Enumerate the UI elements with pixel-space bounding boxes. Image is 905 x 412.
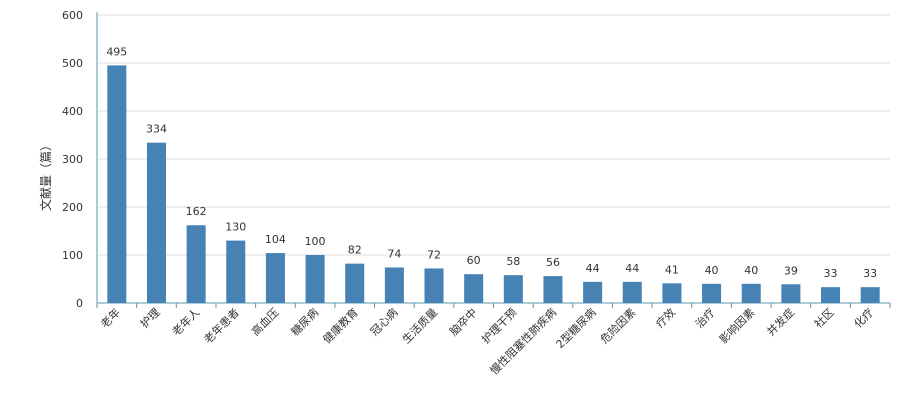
bar xyxy=(860,287,880,303)
bar xyxy=(583,281,603,303)
value-label: 41 xyxy=(665,263,679,276)
bar xyxy=(622,281,642,303)
x-tick-label: 冠心病 xyxy=(367,305,400,338)
x-tick-label: 社区 xyxy=(811,305,836,330)
bar xyxy=(186,225,206,303)
x-tick-label: 脑卒中 xyxy=(447,305,480,338)
bar xyxy=(464,274,484,303)
x-tick-label: 危险因素 xyxy=(597,305,638,346)
value-label: 40 xyxy=(744,264,758,277)
bar xyxy=(781,284,801,303)
value-label: 104 xyxy=(265,233,286,246)
x-tick-label: 并发症 xyxy=(764,305,797,338)
value-label: 495 xyxy=(106,45,127,58)
value-label: 56 xyxy=(546,256,560,269)
x-tick-label: 护理 xyxy=(137,305,162,330)
bar xyxy=(821,287,841,303)
bar xyxy=(741,283,761,303)
bar xyxy=(662,283,682,303)
bar xyxy=(146,142,166,303)
x-tick-label: 疗效 xyxy=(653,305,678,330)
x-tick-label: 健康教育 xyxy=(320,305,361,346)
x-tick-label: 老年人 xyxy=(169,305,202,338)
y-tick-label: 300 xyxy=(62,153,83,166)
y-tick-label: 100 xyxy=(62,249,83,262)
y-tick-label: 500 xyxy=(62,57,83,70)
x-tick-label: 老年患者 xyxy=(201,305,242,346)
bar xyxy=(543,276,563,303)
value-label: 39 xyxy=(784,264,798,277)
x-tick-label: 2型糖尿病 xyxy=(553,305,599,351)
value-label: 334 xyxy=(146,123,167,136)
y-tick-label: 600 xyxy=(62,9,83,22)
x-tick-label: 护理干预 xyxy=(478,305,519,346)
x-tick-label: 治疗 xyxy=(692,305,717,330)
value-label: 44 xyxy=(586,262,600,275)
value-label: 33 xyxy=(863,267,877,280)
bar xyxy=(305,255,325,303)
bar xyxy=(503,275,523,303)
x-tick-label: 影响因素 xyxy=(717,306,757,346)
value-label: 130 xyxy=(225,221,246,234)
value-label: 40 xyxy=(705,264,719,277)
x-tick-label: 糖尿病 xyxy=(288,305,321,338)
bar xyxy=(345,263,365,303)
y-tick-label: 400 xyxy=(62,105,83,118)
bar xyxy=(384,267,404,303)
value-label: 74 xyxy=(387,247,401,260)
value-label: 33 xyxy=(824,267,838,280)
y-tick-label: 0 xyxy=(76,297,83,310)
y-tick-label: 200 xyxy=(62,201,83,214)
x-tick-label: 老年 xyxy=(97,305,122,330)
value-label: 60 xyxy=(467,254,481,267)
x-tick-label: 化疗 xyxy=(851,305,876,330)
value-label: 44 xyxy=(625,262,639,275)
bar xyxy=(702,283,722,303)
x-tick-label: 生活质量 xyxy=(399,305,440,346)
y-axis-title: 文献量（篇） xyxy=(38,139,53,211)
bar xyxy=(265,253,285,303)
x-tick-label: 高血压 xyxy=(248,305,281,338)
x-tick-label: 慢性阻塞性肺疾病 xyxy=(487,305,559,377)
value-label: 58 xyxy=(506,255,520,268)
value-label: 72 xyxy=(427,248,441,261)
bar xyxy=(226,240,246,303)
bar xyxy=(107,65,127,304)
value-label: 82 xyxy=(348,244,362,257)
bar xyxy=(424,268,444,303)
value-label: 100 xyxy=(305,235,326,248)
value-label: 162 xyxy=(186,205,207,218)
